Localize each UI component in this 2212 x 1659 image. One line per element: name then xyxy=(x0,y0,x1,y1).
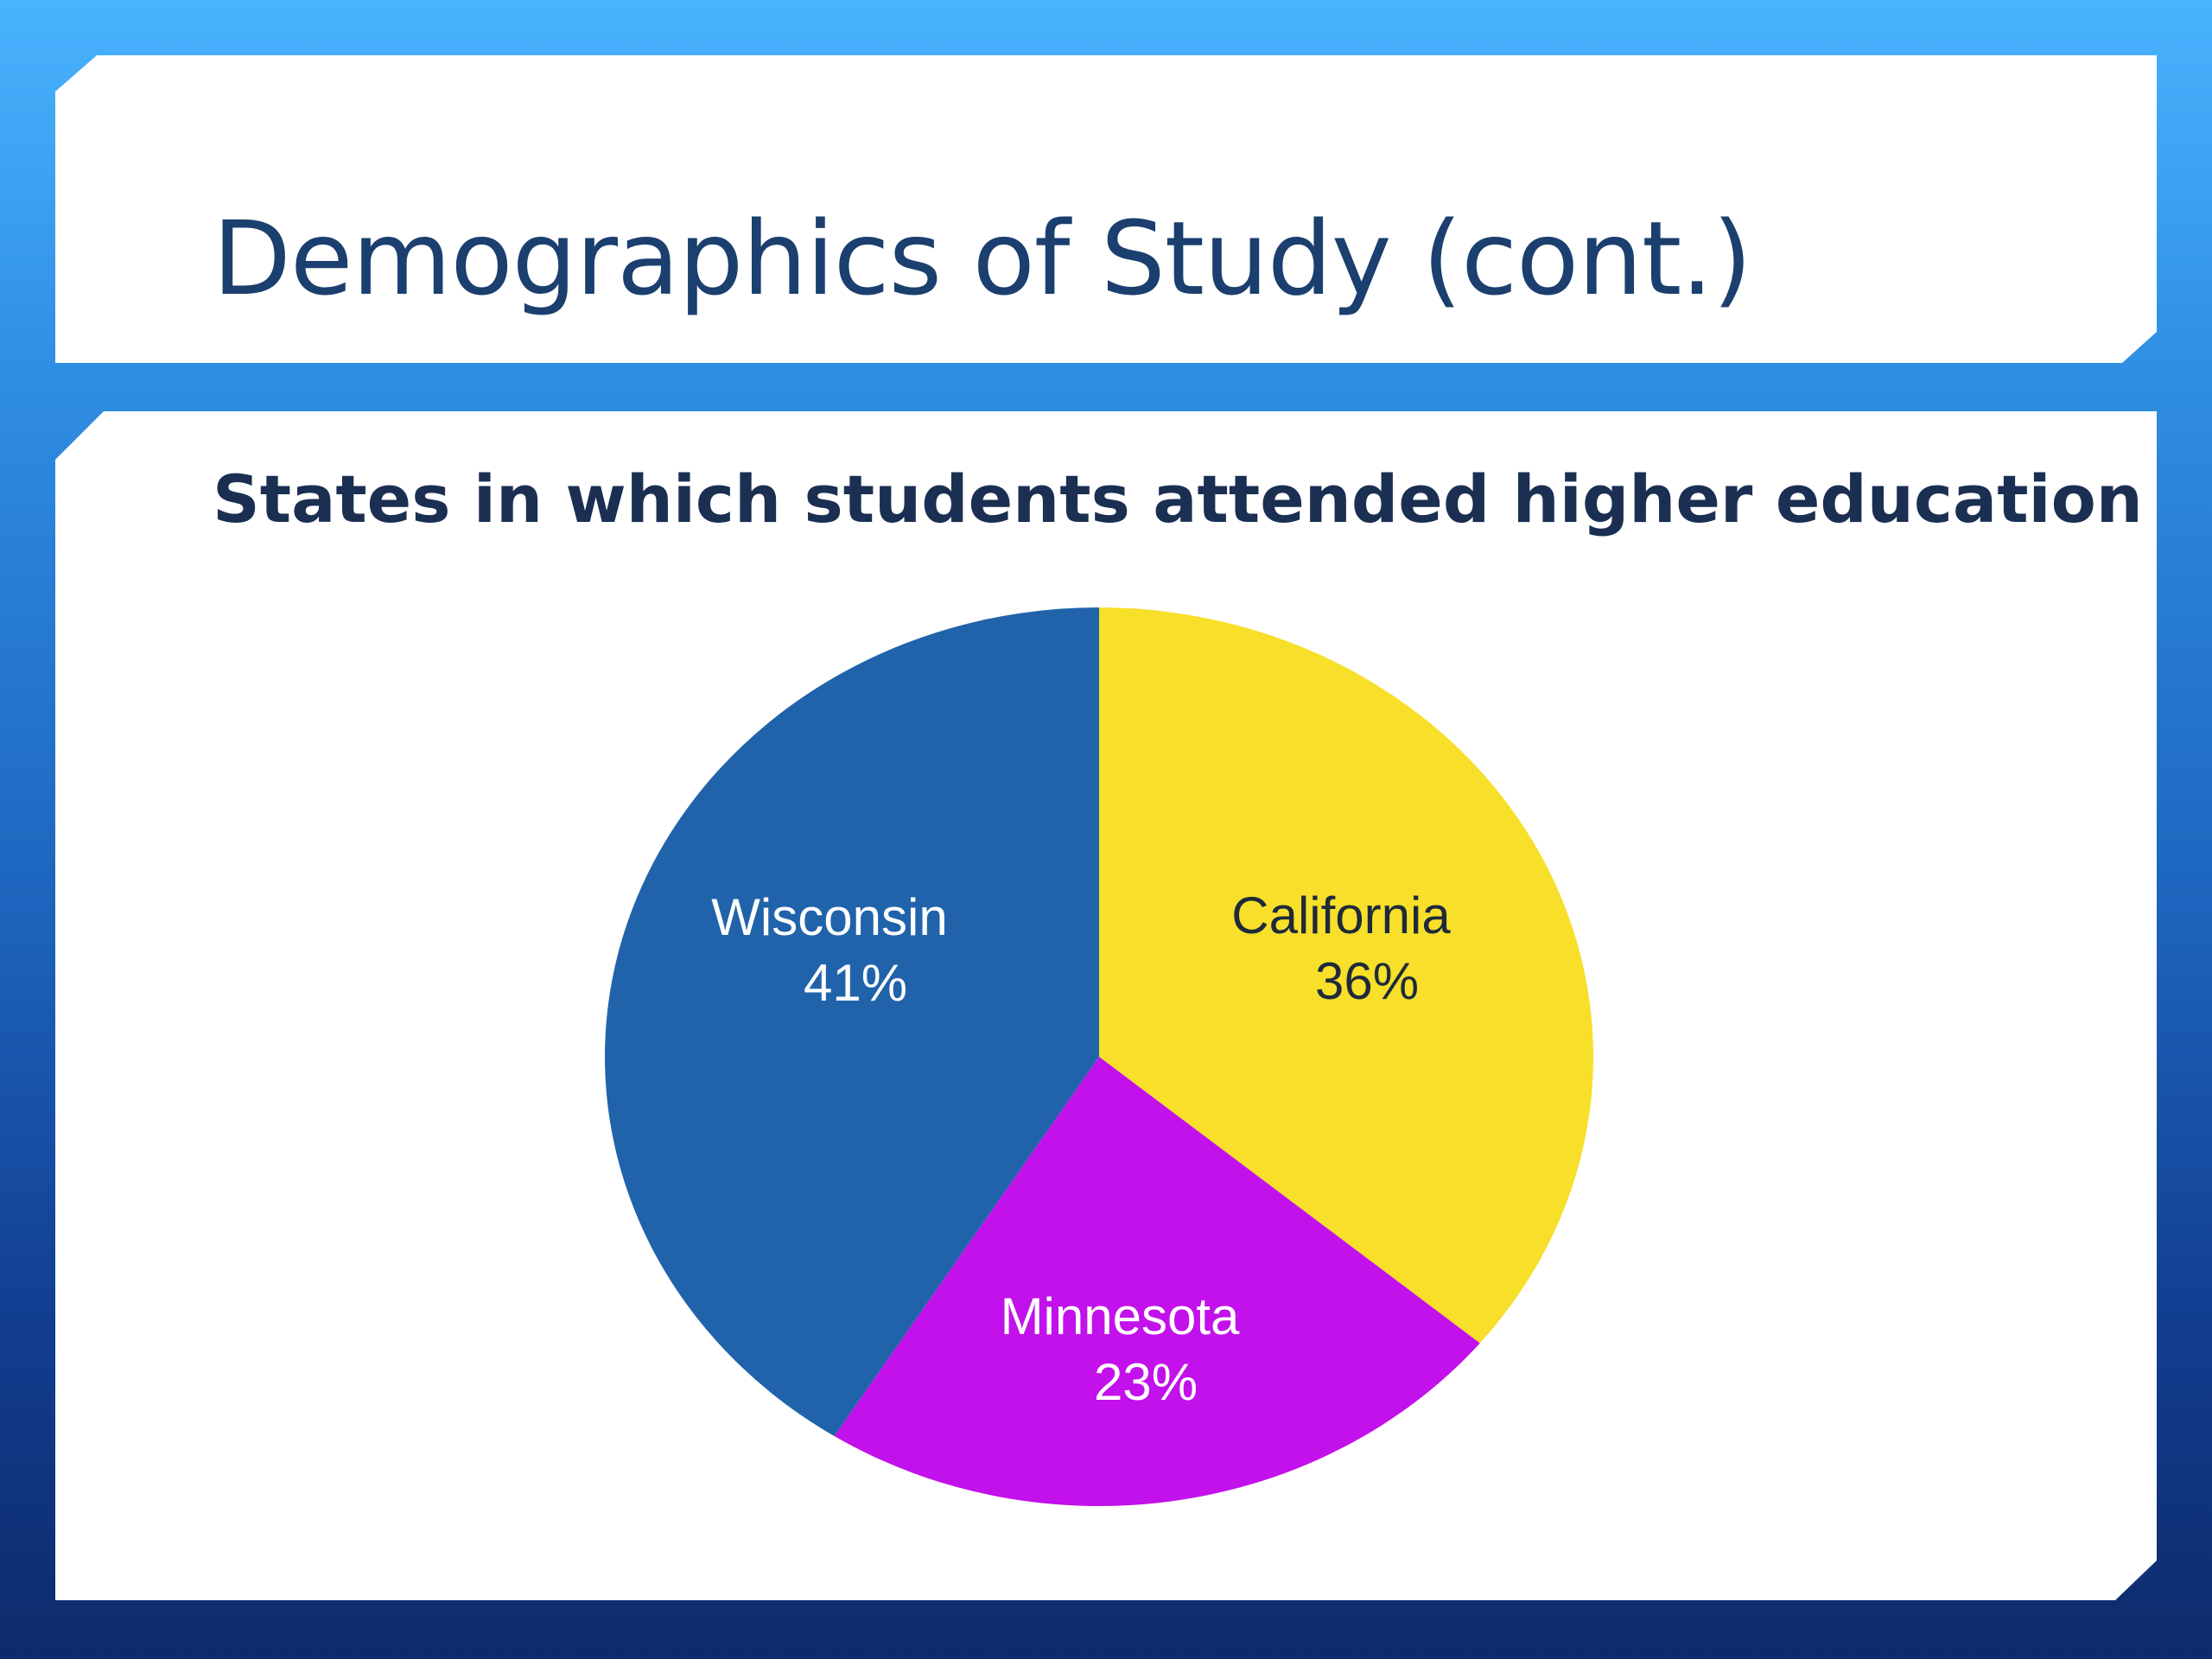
slide-title: Demographics of Study (cont.) xyxy=(213,199,1752,318)
title-panel xyxy=(55,55,2157,363)
slide-subtitle: States in which students attended higher… xyxy=(213,461,2143,537)
content-panel xyxy=(55,411,2157,1600)
